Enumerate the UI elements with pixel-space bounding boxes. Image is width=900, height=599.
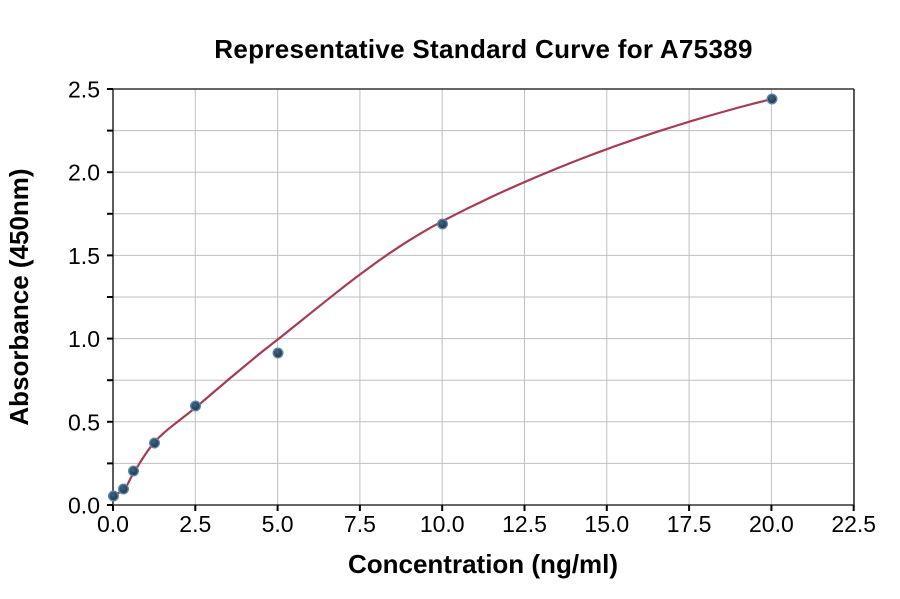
svg-text:7.5: 7.5 (344, 511, 376, 537)
svg-text:Concentration (ng/ml): Concentration (ng/ml) (348, 549, 618, 579)
svg-text:2.0: 2.0 (68, 160, 100, 186)
svg-text:1.5: 1.5 (68, 243, 100, 269)
svg-text:12.5: 12.5 (502, 511, 547, 537)
svg-text:2.5: 2.5 (68, 77, 100, 103)
svg-text:0.5: 0.5 (68, 409, 100, 435)
svg-text:17.5: 17.5 (667, 511, 712, 537)
svg-text:2.5: 2.5 (179, 511, 211, 537)
svg-text:5.0: 5.0 (262, 511, 294, 537)
svg-text:20.0: 20.0 (749, 511, 794, 537)
svg-text:0.0: 0.0 (97, 511, 129, 537)
svg-text:Absorbance (450nm): Absorbance (450nm) (4, 168, 34, 425)
svg-text:15.0: 15.0 (584, 511, 629, 537)
svg-text:1.0: 1.0 (68, 326, 100, 352)
svg-text:0.0: 0.0 (68, 493, 100, 519)
svg-text:10.0: 10.0 (420, 511, 465, 537)
svg-text:22.5: 22.5 (831, 511, 876, 537)
